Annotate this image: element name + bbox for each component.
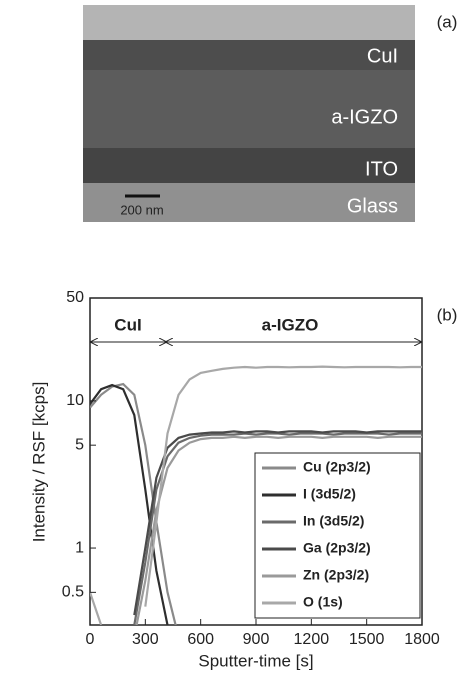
- legend-label: Ga (2p3/2): [303, 540, 371, 556]
- x-tick-label: 1200: [294, 631, 330, 648]
- y-tick-label: 5: [75, 436, 84, 453]
- figure: CuI a-IGZO ITO Glass 200 nm (a) (b) CuI …: [0, 0, 467, 684]
- annotation: CuI: [114, 315, 141, 334]
- y-tick-label: 50: [66, 289, 84, 306]
- legend-label: I (3d5/2): [303, 486, 356, 502]
- layer-label: Glass: [347, 195, 398, 217]
- x-tick-label: 1500: [349, 631, 385, 648]
- panel-label: (b): [437, 305, 458, 324]
- y-tick-label: 10: [66, 392, 84, 409]
- legend-label: Cu (2p3/2): [303, 459, 371, 475]
- layer-label: CuI: [367, 45, 398, 67]
- panel-label: (a): [437, 12, 458, 31]
- scale-bar-label: 200 nm: [120, 202, 163, 217]
- x-tick-label: 600: [187, 631, 214, 648]
- x-tick-label: 300: [132, 631, 159, 648]
- y-tick-label: 0.5: [62, 584, 84, 601]
- legend-label: In (3d5/2): [303, 513, 364, 529]
- x-axis-label: Sputter-time [s]: [198, 651, 313, 670]
- legend-label: Zn (2p3/2): [303, 567, 369, 583]
- y-axis-label: Intensity / RSF [kcps]: [29, 382, 48, 543]
- series-line: [90, 385, 168, 625]
- x-tick-label: 1800: [404, 631, 440, 648]
- x-tick-label: 900: [243, 631, 270, 648]
- x-tick-label: 0: [86, 631, 95, 648]
- layer-label: a-IGZO: [331, 106, 398, 128]
- layer-label: ITO: [365, 158, 398, 180]
- annotation: a-IGZO: [262, 315, 319, 334]
- y-tick-label: 1: [75, 539, 84, 556]
- legend-label: O (1s): [303, 594, 343, 610]
